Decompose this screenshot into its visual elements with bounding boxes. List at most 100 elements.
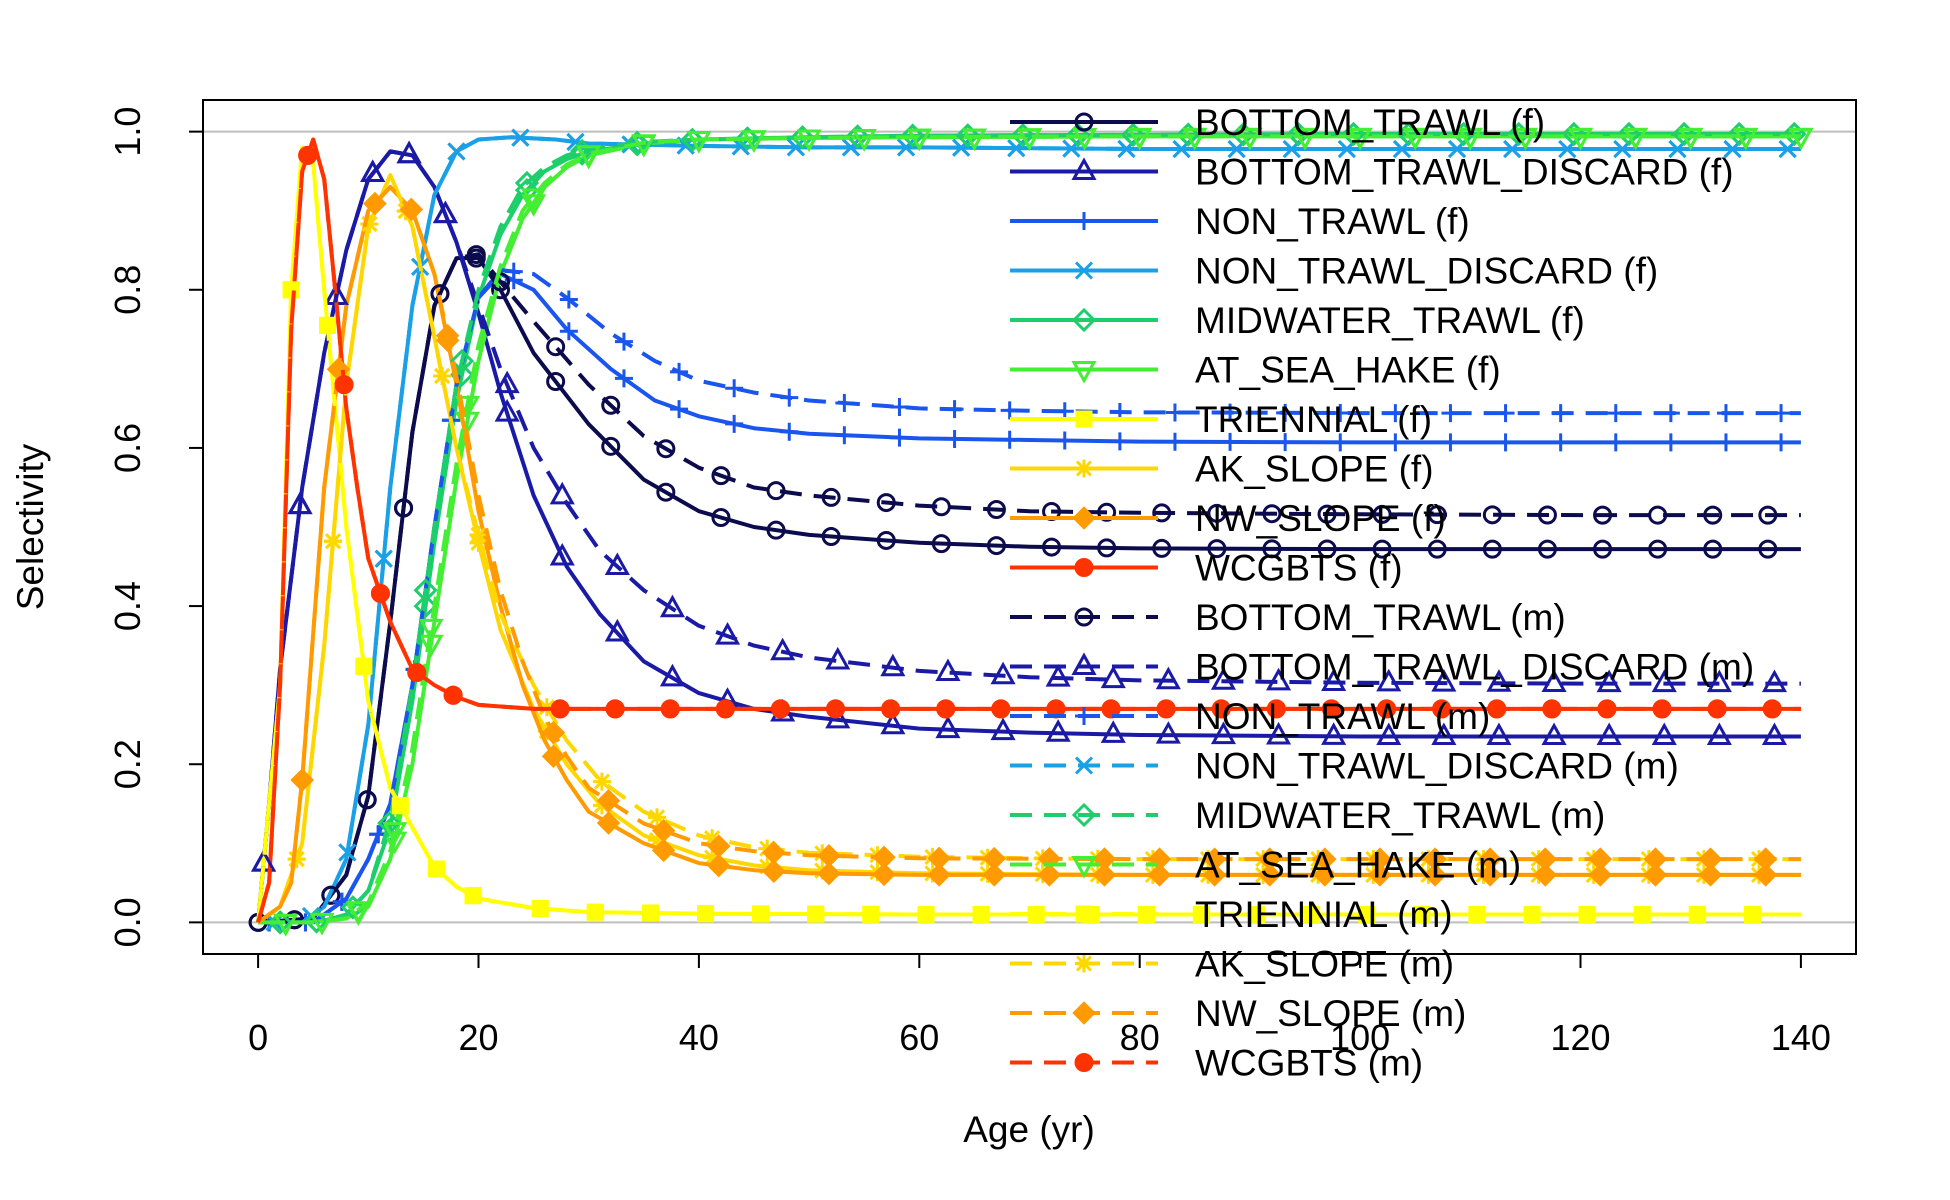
legend-marker <box>1074 756 1094 775</box>
data-point <box>1211 699 1231 719</box>
data-point <box>586 903 604 921</box>
legend-marker <box>1075 707 1093 725</box>
data-point <box>1478 847 1502 871</box>
data-point <box>790 125 815 150</box>
data-point <box>1331 433 1350 452</box>
data-point <box>1597 699 1617 719</box>
data-point <box>541 744 566 769</box>
y-tick-label: 0.0 <box>107 897 148 947</box>
legend-marker <box>1071 802 1097 828</box>
data-point <box>447 142 466 161</box>
data-point <box>735 126 760 151</box>
legend-marker <box>1075 212 1093 230</box>
data-point <box>1772 404 1791 423</box>
data-point <box>961 128 987 152</box>
data-point <box>881 699 901 719</box>
data-point <box>1661 433 1680 452</box>
data-point <box>955 123 980 148</box>
data-point <box>1551 433 1570 452</box>
series-line <box>258 134 1801 925</box>
legend-item: WCGBTS (f) <box>1010 548 1403 589</box>
data-point <box>1486 722 1512 746</box>
data-point <box>1202 847 1227 871</box>
legend-item: TRIENNIAL (m) <box>1010 894 1453 935</box>
legend-item: NON_TRAWL (m) <box>1010 696 1490 737</box>
data-point <box>1648 539 1668 559</box>
data-point <box>1651 722 1677 746</box>
data-point <box>1427 539 1447 559</box>
data-point <box>1703 505 1723 525</box>
legend-label: TRIENNIAL (m) <box>1195 894 1453 935</box>
data-point <box>1427 505 1447 525</box>
data-point <box>601 436 621 456</box>
data-point <box>1661 404 1680 423</box>
data-point <box>382 822 408 845</box>
data-point <box>546 372 566 392</box>
data-point <box>1753 847 1778 871</box>
legend-marker <box>1075 459 1093 478</box>
data-point <box>605 699 625 719</box>
data-point <box>1596 669 1622 693</box>
data-point <box>1100 665 1126 689</box>
data-point <box>670 362 689 381</box>
data-point <box>1588 847 1613 871</box>
data-point <box>399 197 423 222</box>
data-point <box>1703 539 1723 559</box>
data-point <box>1010 123 1036 148</box>
data-point <box>370 583 390 603</box>
data-point <box>1092 863 1117 887</box>
legend-label: BOTTOM_TRAWL (f) <box>1195 102 1545 143</box>
data-point <box>707 853 731 878</box>
data-point <box>1000 430 1019 449</box>
data-point <box>494 370 520 394</box>
data-point <box>363 191 387 216</box>
data-point <box>1478 863 1502 887</box>
data-point <box>1207 503 1227 523</box>
data-point <box>780 388 799 407</box>
data-point <box>656 439 676 459</box>
data-point <box>821 526 841 546</box>
data-point <box>334 375 354 395</box>
x-axis: 0 20 40 60 80 100 120 140 <box>248 953 1831 1058</box>
data-point <box>1593 539 1613 559</box>
data-point <box>936 699 956 719</box>
legend-item: NON_TRAWL_DISCARD (f) <box>1010 251 1658 292</box>
data-point <box>1152 538 1172 558</box>
data-point <box>1733 127 1759 151</box>
data-point <box>1042 537 1062 557</box>
legend-item: BOTTOM_TRAWL_DISCARD (m) <box>1010 647 1754 688</box>
data-point <box>851 129 877 152</box>
data-point <box>1331 404 1350 423</box>
data-point <box>766 520 786 540</box>
data-point <box>282 281 300 299</box>
data-point <box>1303 905 1321 923</box>
data-point <box>1317 504 1337 524</box>
data-point <box>770 637 796 661</box>
data-point <box>1431 722 1457 746</box>
x-tick-label: 40 <box>679 1017 719 1058</box>
data-point <box>715 699 735 719</box>
legend-marker <box>1074 607 1094 627</box>
data-point <box>601 395 621 415</box>
data-point <box>1596 722 1622 746</box>
y-tick-label: 0.8 <box>107 265 148 315</box>
data-point <box>1761 722 1788 746</box>
data-point <box>1386 433 1405 452</box>
data-point <box>1707 699 1727 719</box>
data-point <box>511 128 530 147</box>
data-point <box>715 622 741 645</box>
data-point <box>1441 404 1460 423</box>
data-point <box>703 829 722 848</box>
x-tick-label: 120 <box>1550 1017 1610 1058</box>
data-point <box>931 534 951 554</box>
data-point <box>321 885 341 905</box>
data-point <box>1372 504 1392 524</box>
data-point <box>1496 433 1515 452</box>
legend-marker <box>1072 1001 1096 1025</box>
legend-label: MIDWATER_TRAWL (f) <box>1195 300 1585 341</box>
data-point <box>625 130 650 155</box>
data-point <box>986 500 1006 520</box>
data-point <box>549 542 575 566</box>
legend-item: NW_SLOPE (m) <box>1010 993 1466 1034</box>
data-point <box>1202 863 1227 887</box>
